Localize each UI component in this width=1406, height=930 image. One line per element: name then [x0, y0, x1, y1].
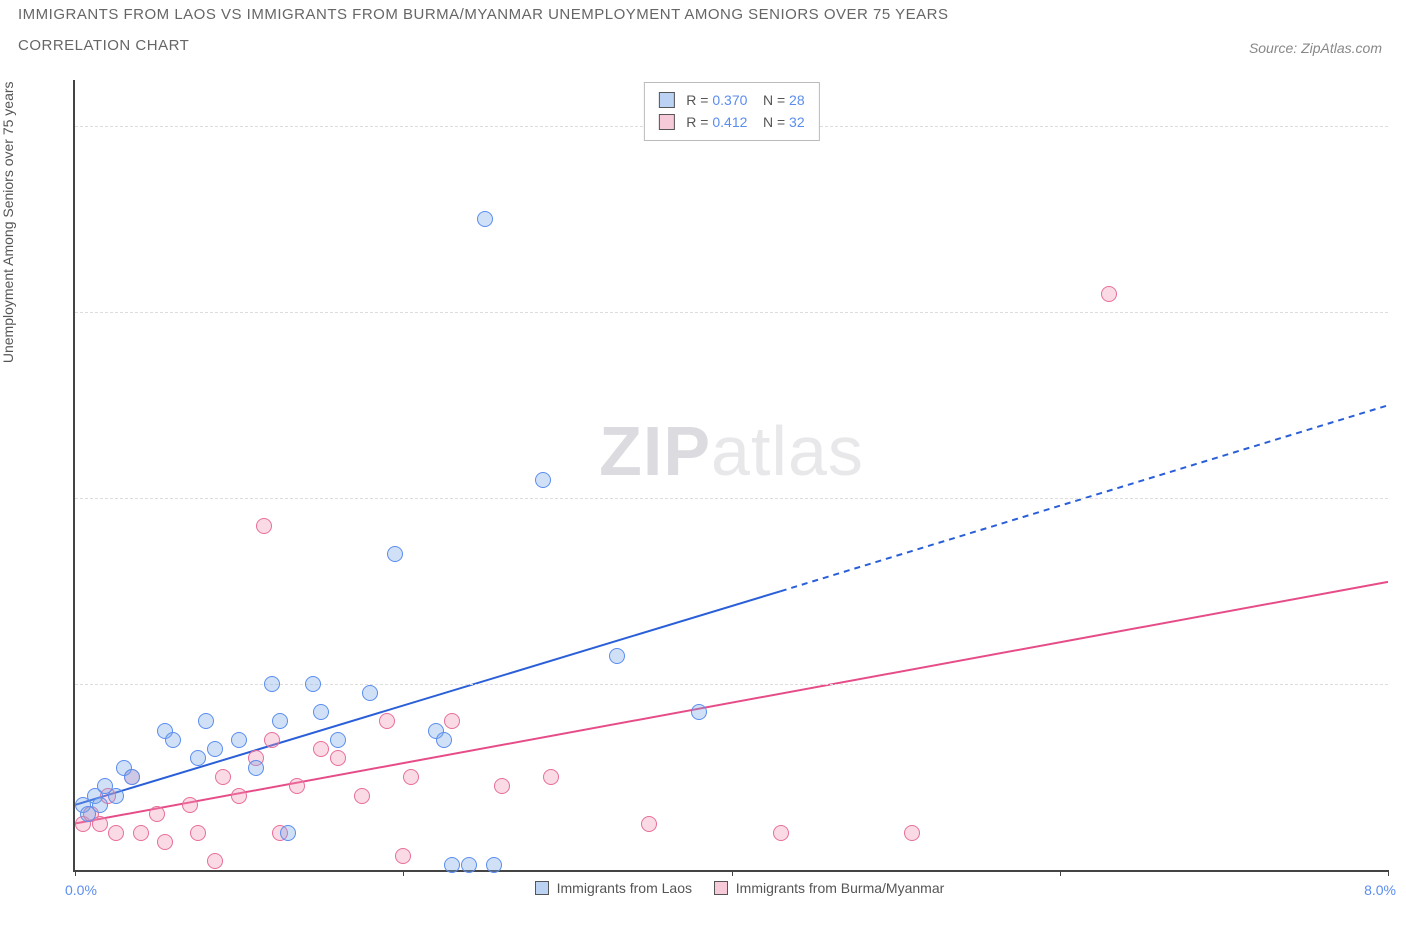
gridline — [75, 498, 1388, 499]
data-point — [280, 825, 296, 841]
data-point — [264, 676, 280, 692]
x-legend: Immigrants from Laos Immigrants from Bur… — [73, 880, 1388, 896]
data-point — [231, 788, 247, 804]
legend-row-blue: R = 0.370 N = 28 — [658, 89, 804, 111]
data-point — [313, 741, 329, 757]
x-legend-label-blue: Immigrants from Laos — [557, 880, 692, 896]
data-point — [272, 713, 288, 729]
data-point — [215, 769, 231, 785]
legend-swatch-pink — [658, 114, 674, 130]
data-point — [165, 732, 181, 748]
x-legend-label-pink: Immigrants from Burma/Myanmar — [736, 880, 944, 896]
data-point — [108, 825, 124, 841]
data-point — [379, 713, 395, 729]
data-point — [264, 732, 280, 748]
data-point — [231, 732, 247, 748]
legend-swatch-blue — [658, 92, 674, 108]
data-point — [182, 797, 198, 813]
data-point — [330, 750, 346, 766]
data-point — [256, 518, 272, 534]
x-axis-area: 0.0% 8.0% Immigrants from Laos Immigrant… — [73, 872, 1388, 912]
legend-row-pink: R = 0.412 N = 32 — [658, 111, 804, 133]
data-point — [354, 788, 370, 804]
data-point — [124, 769, 140, 785]
data-point — [207, 853, 223, 869]
data-point — [773, 825, 789, 841]
plot-area: ZIPatlas R = 0.370 N = 28 R = 0.412 N = … — [73, 80, 1388, 872]
data-point — [641, 816, 657, 832]
x-tick — [1388, 870, 1389, 876]
gridline — [75, 312, 1388, 313]
data-point — [1101, 286, 1117, 302]
data-point — [330, 732, 346, 748]
data-point — [362, 685, 378, 701]
source-attribution: Source: ZipAtlas.com — [1249, 40, 1382, 56]
data-point — [387, 546, 403, 562]
data-point — [289, 778, 305, 794]
correlation-legend: R = 0.370 N = 28 R = 0.412 N = 32 — [643, 82, 819, 141]
y-axis-label: Unemployment Among Seniors over 75 years — [0, 81, 16, 363]
chart-title-line1: IMMIGRANTS FROM LAOS VS IMMIGRANTS FROM … — [18, 6, 1388, 23]
data-point — [691, 704, 707, 720]
data-point — [444, 713, 460, 729]
x-legend-swatch-blue — [535, 881, 549, 895]
x-legend-swatch-pink — [714, 881, 728, 895]
data-point — [543, 769, 559, 785]
chart-title-line2: CORRELATION CHART — [18, 37, 1388, 54]
regression-lines — [75, 80, 1388, 870]
data-point — [149, 806, 165, 822]
watermark: ZIPatlas — [599, 411, 864, 491]
chart-container: Unemployment Among Seniors over 75 years… — [18, 80, 1388, 912]
data-point — [904, 825, 920, 841]
data-point — [609, 648, 625, 664]
data-point — [436, 732, 452, 748]
data-point — [305, 676, 321, 692]
data-point — [190, 750, 206, 766]
data-point — [157, 834, 173, 850]
data-point — [461, 857, 477, 873]
data-point — [198, 713, 214, 729]
data-point — [108, 788, 124, 804]
data-point — [190, 825, 206, 841]
data-point — [248, 760, 264, 776]
data-point — [313, 704, 329, 720]
data-point — [486, 857, 502, 873]
data-point — [92, 797, 108, 813]
data-point — [395, 848, 411, 864]
data-point — [477, 211, 493, 227]
data-point — [494, 778, 510, 794]
data-point — [133, 825, 149, 841]
data-point — [403, 769, 419, 785]
data-point — [535, 472, 551, 488]
data-point — [207, 741, 223, 757]
data-point — [444, 857, 460, 873]
